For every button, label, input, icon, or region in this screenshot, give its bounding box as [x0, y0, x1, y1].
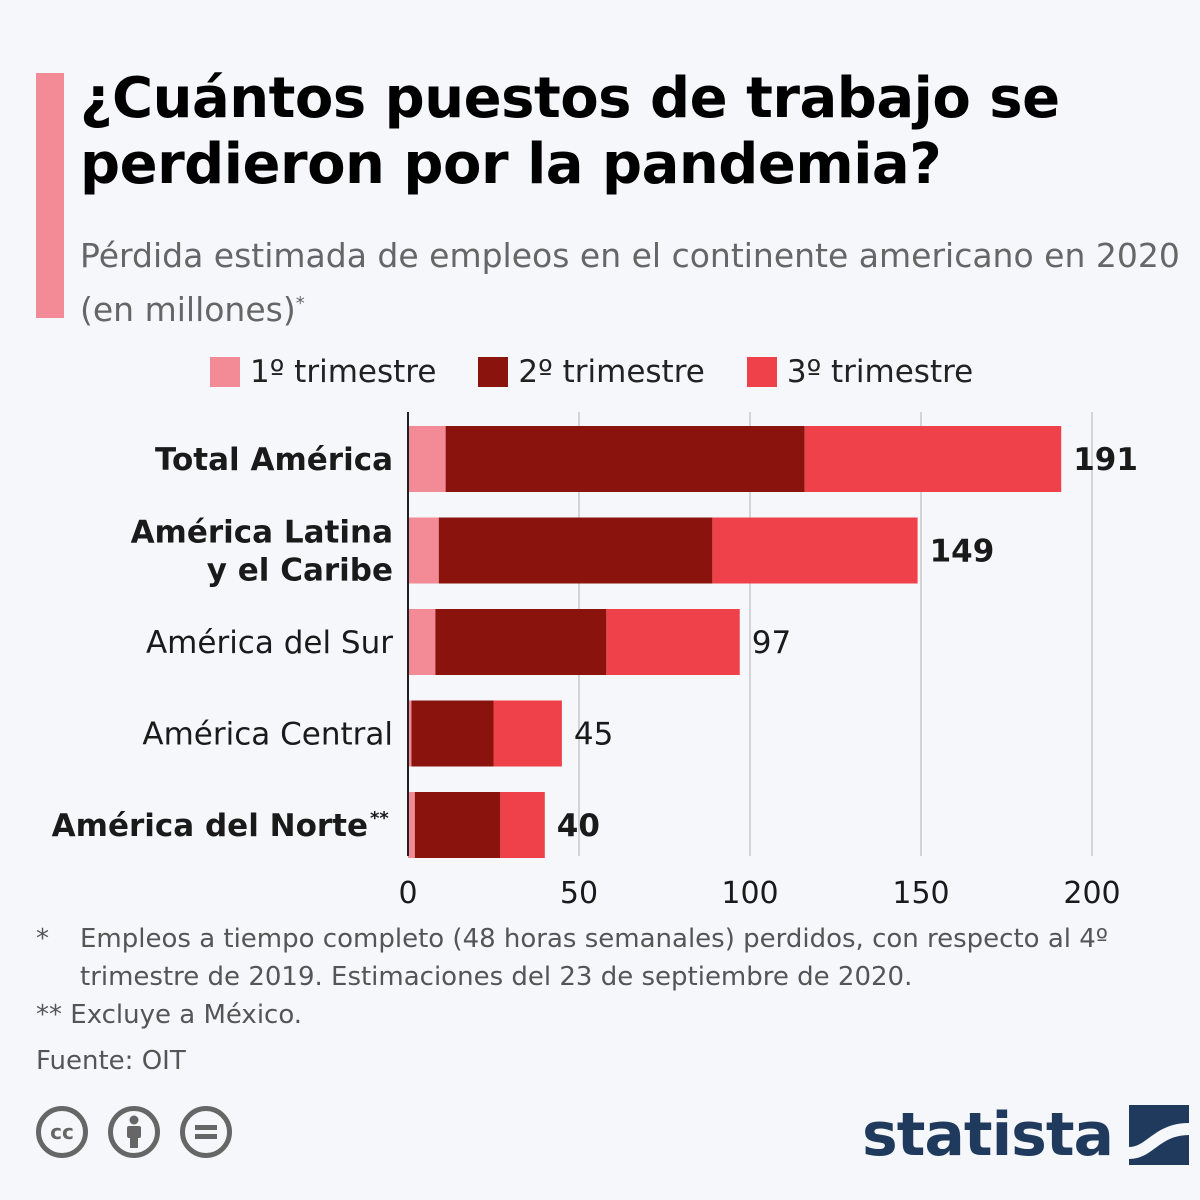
nd-icon[interactable] — [180, 1106, 232, 1158]
total-label-0: 191 — [1073, 442, 1138, 478]
by-icon[interactable] — [108, 1106, 160, 1158]
category-label-line: y el Caribe — [207, 553, 393, 589]
x-tick-label-100: 100 — [721, 876, 778, 911]
legend-label-q3: 3º trimestre — [786, 354, 974, 390]
bar-0-q2 — [445, 426, 805, 492]
footnotes: * Empleos a tiempo completo (48 horas se… — [36, 920, 1176, 1080]
bar-4-q2 — [414, 792, 501, 858]
total-label-3: 45 — [574, 717, 613, 753]
footnote-1: * Empleos a tiempo completo (48 horas se… — [36, 920, 1176, 996]
category-label-line: América del Sur — [146, 625, 393, 661]
legend-swatch-q1 — [210, 357, 240, 387]
bar-4-q3 — [500, 792, 545, 858]
total-label-1: 149 — [930, 534, 995, 570]
legend-label-q2: 2º trimestre — [518, 354, 705, 390]
footnote-2-text: Excluye a México. — [70, 1000, 303, 1030]
bar-3-q2 — [411, 700, 494, 767]
legend-item-q1: 1º trimestre — [210, 354, 436, 390]
legend: 1º trimestre 2º trimestre 3º trimestre — [210, 350, 1015, 394]
category-label-line: América Central — [142, 717, 393, 753]
subtitle-footnote-mark: * — [295, 293, 305, 314]
bar-1-q1 — [408, 517, 439, 584]
legend-item-q3: 3º trimestre — [746, 354, 974, 390]
chart-title: ¿Cuántos puestos de trabajo se perdieron… — [80, 66, 1060, 197]
category-label-line: América Latina — [131, 515, 393, 551]
x-tick-label-150: 150 — [892, 876, 949, 911]
footnote-1-text: Empleos a tiempo completo (48 horas sema… — [80, 924, 1109, 992]
category-footnote-mark-4: ** — [370, 808, 389, 829]
total-label-4: 40 — [557, 808, 600, 844]
category-label-4: América del Norte — [52, 808, 368, 844]
category-label-2: América del Sur — [146, 625, 393, 661]
x-tick-label-200: 200 — [1063, 876, 1120, 911]
category-label-3: América Central — [142, 717, 393, 753]
bar-0-q3 — [804, 426, 1062, 492]
bar-1-q3 — [712, 517, 918, 584]
source-note: Fuente: OIT — [36, 1046, 186, 1076]
accent-bar — [36, 73, 64, 318]
bar-0-q1 — [408, 426, 446, 492]
chart-subtitle: Pérdida estimada de empleos en el contin… — [80, 232, 1180, 334]
bar-3-q3 — [493, 700, 562, 767]
bar-3-q1 — [408, 700, 412, 767]
cc-icon[interactable]: cc — [36, 1106, 88, 1158]
bar-2-q2 — [435, 609, 607, 675]
x-tick-label-50: 50 — [560, 876, 598, 911]
bar-2-q1 — [408, 609, 436, 675]
total-label-2: 97 — [752, 625, 791, 661]
license-icons: cc — [36, 1106, 252, 1158]
category-label-1: América Latina y el Caribe — [131, 515, 393, 589]
category-label-line: Total América — [155, 442, 393, 478]
footnote-2-mark: ** — [36, 1000, 62, 1030]
legend-swatch-q3 — [746, 357, 777, 387]
x-tick-label-0: 0 — [398, 876, 417, 911]
bar-2-q3 — [606, 609, 740, 675]
bar-chart: 191 Total América 149 América Latina y el Ca… — [52, 412, 1138, 911]
category-label-0: Total América — [155, 442, 393, 478]
bar-4-q1 — [408, 792, 415, 858]
footnote-1-mark: * — [36, 924, 49, 954]
legend-swatch-q2 — [478, 357, 509, 387]
bar-1-q2 — [438, 517, 713, 584]
subtitle-text: Pérdida estimada de empleos en el contin… — [80, 236, 1180, 329]
category-label-line: América del Norte — [52, 808, 368, 844]
brand-wordmark: statista — [862, 1100, 1114, 1170]
legend-item-q2: 2º trimestre — [478, 354, 705, 390]
statista-logo-icon — [1129, 1105, 1190, 1165]
statista-logo[interactable]: statista — [862, 1100, 1190, 1170]
footnote-2: ** Excluye a México. — [36, 996, 1176, 1034]
legend-label-q1: 1º trimestre — [250, 354, 437, 390]
